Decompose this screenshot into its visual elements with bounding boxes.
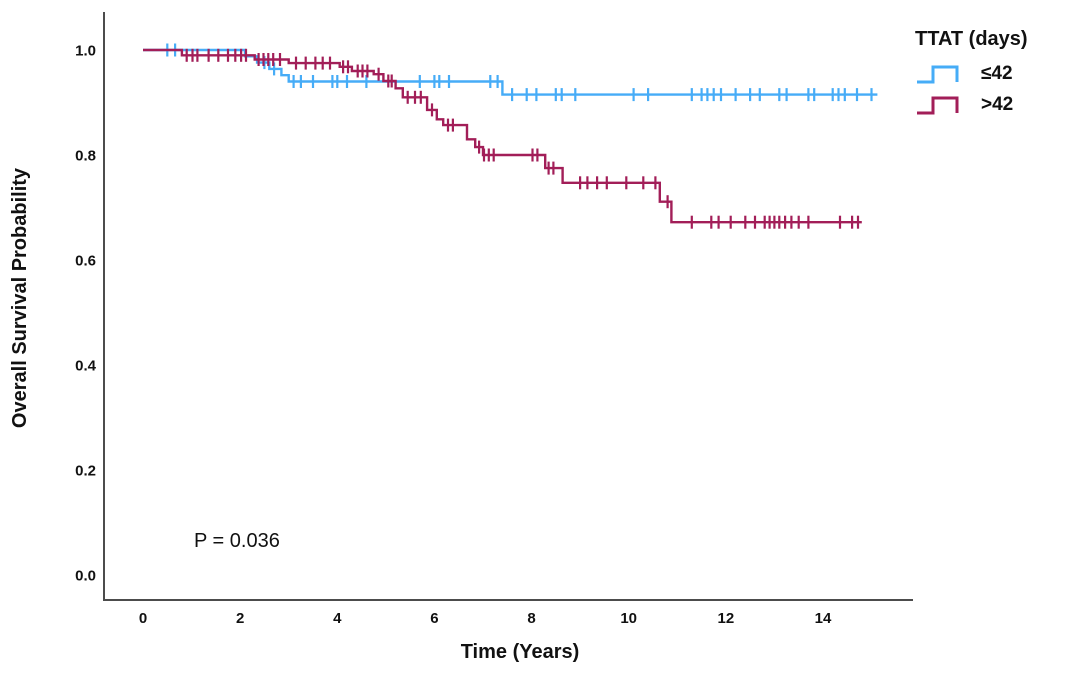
legend-item-gt42: >42 bbox=[915, 94, 1075, 116]
x-tick-label: 8 bbox=[527, 610, 535, 627]
axes-lines bbox=[103, 12, 913, 601]
survival-curve-le42 bbox=[143, 48, 878, 96]
survival-curve-gt42 bbox=[143, 48, 862, 224]
y-tick-label: 0.4 bbox=[75, 358, 97, 375]
y-tick-label: 0.2 bbox=[75, 463, 96, 480]
y-tick-label: 0.8 bbox=[75, 148, 96, 165]
x-axis-title: Time (Years) bbox=[460, 641, 580, 663]
legend-title: TTAT (days) bbox=[915, 28, 1028, 50]
legend-item-le42: ≤42 bbox=[915, 63, 1075, 85]
x-tick-label: 0 bbox=[139, 610, 147, 627]
y-tick-label: 0.0 bbox=[75, 568, 96, 585]
x-tick-label: 14 bbox=[815, 610, 832, 627]
x-tick-label: 12 bbox=[717, 610, 734, 627]
y-tick-label: 0.6 bbox=[75, 253, 96, 270]
x-tick-label: 10 bbox=[620, 610, 637, 627]
x-tick-label: 4 bbox=[333, 610, 342, 627]
y-tick-label: 1.0 bbox=[75, 43, 96, 60]
step-line-icon bbox=[917, 65, 959, 84]
p-value-annotation: P = 0.036 bbox=[194, 530, 280, 552]
x-tick-label: 6 bbox=[430, 610, 438, 627]
legend: TTAT (days) ≤42 >42 bbox=[915, 28, 1075, 125]
legend-label: ≤42 bbox=[981, 63, 1013, 84]
x-tick-label: 2 bbox=[236, 610, 244, 627]
step-line-icon bbox=[917, 96, 959, 115]
legend-label: >42 bbox=[981, 94, 1014, 115]
